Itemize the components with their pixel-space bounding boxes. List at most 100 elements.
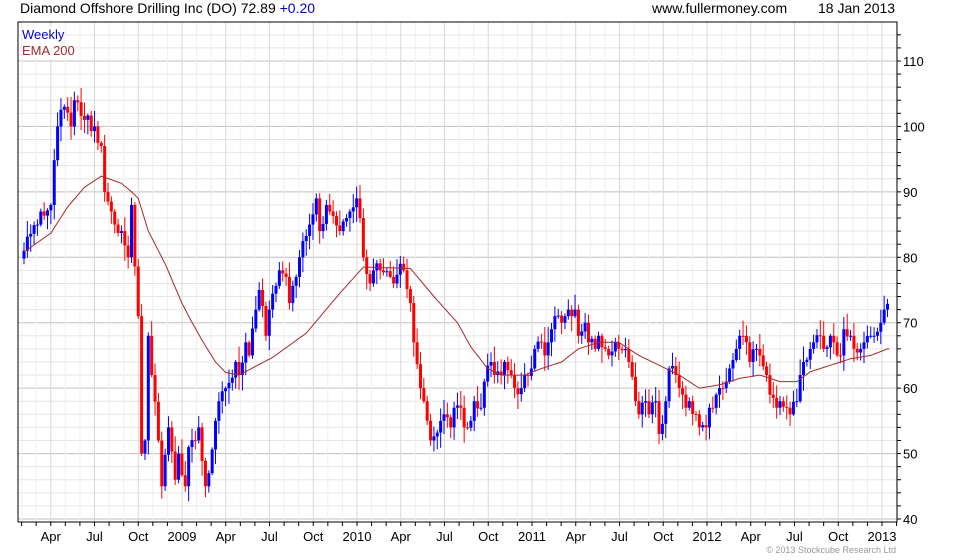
candle (691, 395, 695, 426)
candle-body (795, 401, 799, 403)
candle-body (707, 407, 711, 428)
candle-body (106, 191, 110, 202)
candle-body (694, 413, 698, 415)
candle (103, 134, 107, 202)
candle (412, 295, 416, 357)
candle-body (882, 309, 886, 323)
candle-body (852, 335, 856, 349)
candle (271, 284, 275, 318)
candle-body (160, 440, 164, 487)
candle-body (392, 276, 396, 284)
candle-body (812, 342, 816, 349)
candle (355, 186, 359, 222)
candle (886, 298, 890, 318)
x-tick-label: Oct (128, 529, 149, 544)
candle-body (476, 401, 480, 409)
candle-body (754, 348, 758, 350)
candle-body (513, 375, 517, 389)
candle-body (862, 342, 866, 349)
candle (479, 393, 483, 411)
candle-body (331, 211, 335, 217)
candle (264, 301, 268, 342)
candle (849, 329, 853, 341)
candle-body (610, 351, 614, 356)
candle-body (472, 401, 476, 421)
candle (224, 386, 228, 407)
candle (177, 445, 181, 484)
candle-body (89, 115, 93, 132)
candle-body (583, 322, 587, 332)
candle (546, 326, 550, 370)
candle (277, 262, 281, 289)
candle (647, 389, 651, 419)
candle (620, 345, 624, 354)
candle (664, 396, 668, 439)
candle (368, 269, 372, 292)
candle (580, 324, 584, 344)
candle (217, 392, 221, 434)
candle-body (560, 315, 564, 323)
candle-body (435, 432, 439, 437)
candle (42, 202, 46, 221)
x-tick-label: 2009 (168, 529, 197, 544)
candle (334, 211, 338, 238)
candle-body (617, 342, 621, 349)
candle-body (368, 274, 372, 284)
candle-body (217, 401, 221, 421)
candle-body (348, 211, 352, 219)
candle (180, 439, 184, 477)
candle (203, 457, 207, 498)
candle-body (271, 293, 275, 310)
candle-body (607, 348, 611, 356)
y-tick-label: 100 (903, 119, 925, 134)
candle-body (741, 335, 745, 337)
candle-body (875, 331, 879, 336)
candle (432, 426, 436, 452)
candle (731, 352, 735, 382)
candle-body (52, 160, 56, 205)
candle (385, 267, 389, 277)
candle-body (190, 440, 194, 448)
candle-body (193, 440, 197, 442)
candle-body (748, 342, 752, 362)
candle-body (153, 375, 157, 402)
y-tick-label: 80 (903, 250, 917, 265)
candle (744, 325, 748, 355)
site-link[interactable]: www.fullermoney.com (652, 0, 788, 16)
candle (22, 242, 26, 265)
candle (415, 328, 419, 370)
candle (815, 329, 819, 349)
candle-body (660, 423, 664, 434)
candle (351, 194, 355, 224)
candle-body (728, 368, 732, 382)
candle (627, 338, 631, 368)
chart-title: Diamond Offshore Drilling Inc (DO) 72.89… (20, 0, 315, 16)
candle (173, 436, 177, 485)
candle-body (351, 207, 355, 212)
candle (513, 363, 517, 399)
candle-body (207, 473, 211, 487)
candle-body (519, 388, 523, 395)
candle (281, 261, 285, 282)
candle-body (49, 204, 53, 211)
candle (69, 97, 73, 140)
candle (402, 256, 406, 273)
candle-body (328, 204, 332, 212)
candle (718, 375, 722, 408)
candle (136, 258, 140, 319)
candle (838, 343, 842, 364)
candle (543, 327, 547, 371)
candle-body (287, 276, 291, 304)
candle-body (798, 375, 802, 402)
candle (160, 431, 164, 499)
candle-body (119, 231, 123, 233)
candle (66, 97, 70, 122)
candle (452, 401, 456, 440)
candle (237, 346, 241, 390)
candle-body (802, 361, 806, 376)
x-tick-label: 2013 (868, 529, 897, 544)
candle-body (634, 376, 638, 402)
x-tick-label: Jul (86, 529, 103, 544)
x-tick-label: Apr (741, 529, 762, 544)
